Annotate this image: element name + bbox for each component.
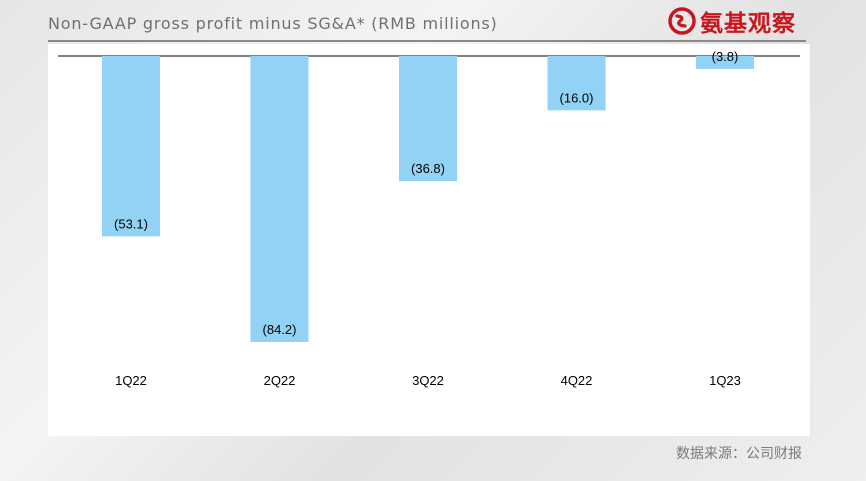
bar-chart: (53.1) 1Q22 (84.2) 2Q22 (36.8) 3Q22 (16.0) 4Q22… <box>58 49 800 388</box>
x-tick-label-4q22: 4Q22 <box>561 373 593 388</box>
bar-1q23 <box>696 56 754 69</box>
bar-series: (53.1) 1Q22 (84.2) 2Q22 (36.8) 3Q22 (16.0) 4Q22… <box>102 49 754 388</box>
bar-3q22 <box>399 56 457 181</box>
data-label-1q23: (3.8) <box>712 49 739 64</box>
x-tick-label-3q22: 3Q22 <box>412 373 444 388</box>
bar-2q22 <box>250 56 309 342</box>
bar-4q22 <box>547 56 606 111</box>
logo-text: 氨基观察 <box>700 11 796 37</box>
x-tick-label-2q22: 2Q22 <box>264 373 296 388</box>
chart-plot-area: (53.1) 1Q22 (84.2) 2Q22 (36.8) 3Q22 (16.0) 4Q22… <box>48 44 810 436</box>
x-tick-label-1q23: 1Q23 <box>709 373 741 388</box>
data-label-2q22: (84.2) <box>263 322 297 337</box>
data-label-4q22: (16.0) <box>560 90 594 105</box>
bar-1q22 <box>102 56 160 237</box>
brand-logo: 氨基观察 <box>668 6 796 37</box>
data-label-3q22: (36.8) <box>411 161 445 176</box>
title-divider <box>48 40 806 42</box>
logo-mark-icon <box>668 7 696 35</box>
chart-title: Non-GAAP gross profit minus SG&A* (RMB m… <box>48 14 498 33</box>
source-note: 数据来源：公司财报 <box>676 446 802 462</box>
x-tick-label-1q22: 1Q22 <box>115 373 147 388</box>
data-label-1q22: (53.1) <box>114 216 148 231</box>
